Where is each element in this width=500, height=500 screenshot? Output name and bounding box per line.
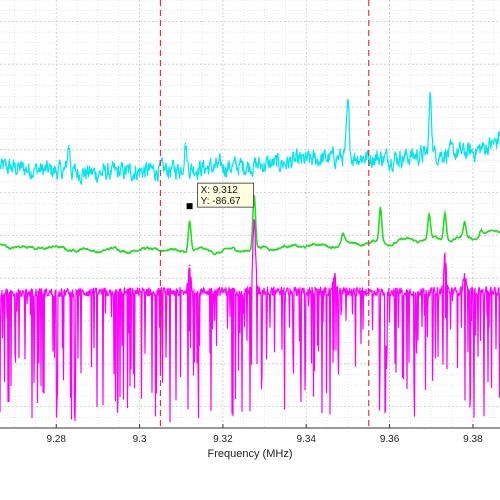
peak-point [188, 220, 191, 222]
datatip-marker[interactable] [186, 203, 193, 210]
peak-point [444, 255, 446, 258]
peak-point [463, 221, 466, 224]
datatip-x-label: X: 9.312 [201, 185, 239, 196]
peak-point [480, 228, 483, 230]
x-axis-label: Frequency (MHz) [208, 448, 293, 460]
series-line [0, 194, 500, 256]
peak-point [379, 206, 382, 209]
peak-point [184, 142, 187, 145]
peak-point [188, 264, 191, 267]
datatip-box[interactable] [197, 182, 254, 208]
peak-point [429, 95, 432, 98]
x-tick-label: 9.3 [133, 434, 147, 445]
peak-point [347, 106, 349, 108]
peak-point [67, 144, 70, 147]
datatip-y-label: Y: -86.67 [201, 196, 241, 207]
x-tick-label: 9.32 [213, 434, 233, 445]
peak-point [444, 210, 446, 212]
series-line [0, 219, 500, 423]
x-ticks: 9.28 9.3 9.32 9.34 9.36 9.38 [47, 424, 483, 445]
series-layer [0, 91, 500, 423]
x-tick-label: 9.28 [47, 434, 67, 445]
marker-layer [159, 0, 370, 428]
peak-point [253, 219, 255, 222]
peak-point [463, 273, 466, 275]
x-tick-label: 9.34 [297, 434, 317, 445]
x-tick-label: 9.38 [463, 434, 483, 445]
x-tick-label: 9.36 [380, 434, 400, 445]
series-line [0, 91, 500, 185]
peak-point [342, 234, 344, 237]
peak-point [333, 273, 336, 275]
peak-point [428, 215, 430, 217]
